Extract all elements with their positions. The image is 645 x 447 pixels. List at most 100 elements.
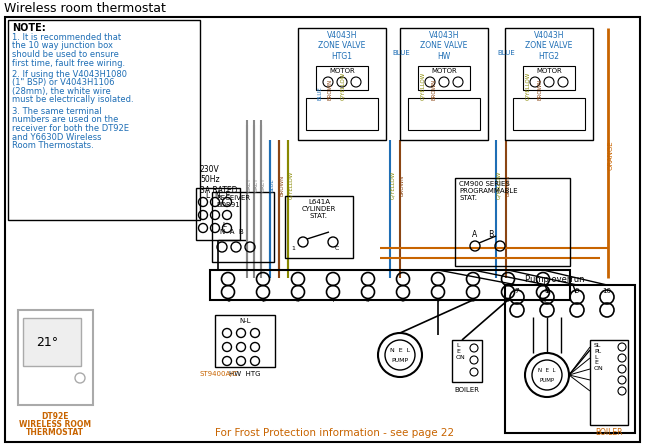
Bar <box>505 285 635 433</box>
Text: first time, fault free wiring.: first time, fault free wiring. <box>12 59 125 67</box>
Bar <box>23 318 81 366</box>
Text: G/YELLOW: G/YELLOW <box>525 72 530 100</box>
Text: 9: 9 <box>506 298 510 303</box>
Bar <box>285 196 353 258</box>
Text: RECEIVER
BDR91: RECEIVER BDR91 <box>216 195 250 208</box>
Text: N  E  L: N E L <box>538 368 556 374</box>
Text: BLUE: BLUE <box>497 50 515 56</box>
Text: numbers are used on the: numbers are used on the <box>12 115 119 125</box>
Text: 3. The same terminal: 3. The same terminal <box>12 107 102 116</box>
Bar <box>400 28 488 140</box>
Bar <box>523 66 575 90</box>
Text: GREY: GREY <box>247 178 252 192</box>
Text: Pump overrun: Pump overrun <box>525 275 584 284</box>
Text: BLUE: BLUE <box>318 86 323 100</box>
Text: V4043H
ZONE VALVE
HTG1: V4043H ZONE VALVE HTG1 <box>319 31 366 61</box>
Text: THERMOSTAT: THERMOSTAT <box>26 428 84 437</box>
Text: N-L: N-L <box>239 318 251 324</box>
Text: BROWN: BROWN <box>400 174 405 196</box>
Text: DT92E: DT92E <box>41 412 69 421</box>
Text: G/YELLOW: G/YELLOW <box>420 72 425 100</box>
Text: BROWN: BROWN <box>279 174 284 196</box>
Text: WIRELESS ROOM: WIRELESS ROOM <box>19 420 91 429</box>
Text: BROWN: BROWN <box>432 79 437 100</box>
Text: N  E  L: N E L <box>390 349 410 354</box>
Text: BROWN: BROWN <box>506 174 511 196</box>
Bar <box>18 310 93 405</box>
Text: GREY: GREY <box>261 178 266 192</box>
Text: A     B: A B <box>472 230 494 239</box>
Text: receiver for both the DT92E: receiver for both the DT92E <box>12 124 129 133</box>
Bar <box>513 98 585 130</box>
Text: N  A  B: N A B <box>220 229 244 235</box>
Text: must be electrically isolated.: must be electrically isolated. <box>12 96 134 105</box>
Bar <box>316 66 368 90</box>
Text: PUMP: PUMP <box>539 379 555 384</box>
Text: 5: 5 <box>366 298 370 303</box>
Text: HW  HTG: HW HTG <box>229 371 261 377</box>
Text: 7: 7 <box>515 288 519 294</box>
Text: 10: 10 <box>539 298 547 303</box>
Text: 2: 2 <box>261 298 265 303</box>
Text: ORANGE: ORANGE <box>608 140 614 170</box>
Bar <box>418 66 470 90</box>
Bar <box>196 188 240 240</box>
Text: should be used to ensure: should be used to ensure <box>12 50 119 59</box>
Text: 1: 1 <box>291 246 295 251</box>
Text: GREY: GREY <box>254 178 259 192</box>
Text: 10: 10 <box>602 288 611 294</box>
Text: 4: 4 <box>331 298 335 303</box>
Text: G/YELLOW: G/YELLOW <box>496 171 501 199</box>
Text: L: L <box>222 222 226 228</box>
Text: G/YELLOW: G/YELLOW <box>340 72 345 100</box>
Text: 9: 9 <box>575 288 579 294</box>
Bar <box>408 98 480 130</box>
Text: L641A
CYLINDER
STAT.: L641A CYLINDER STAT. <box>302 199 336 219</box>
Text: G/YELLOW: G/YELLOW <box>390 171 395 199</box>
Bar <box>210 270 570 300</box>
Text: 21°: 21° <box>36 336 58 349</box>
Text: MOTOR: MOTOR <box>431 68 457 74</box>
Text: BOILER: BOILER <box>455 387 479 393</box>
Text: Wireless room thermostat: Wireless room thermostat <box>4 2 166 15</box>
Bar <box>8 20 200 220</box>
Text: 1: 1 <box>226 298 230 303</box>
Text: V4043H
ZONE VALVE
HW: V4043H ZONE VALVE HW <box>421 31 468 61</box>
Text: 1. It is recommended that: 1. It is recommended that <box>12 33 121 42</box>
Bar <box>215 315 275 367</box>
Text: and Y6630D Wireless: and Y6630D Wireless <box>12 132 101 142</box>
Text: G/YELLOW: G/YELLOW <box>288 171 293 199</box>
Bar <box>298 28 386 140</box>
Bar <box>306 98 378 130</box>
Bar <box>505 28 593 140</box>
Bar <box>212 192 274 262</box>
Text: 3: 3 <box>296 298 300 303</box>
Text: BROWN: BROWN <box>328 79 333 100</box>
Text: 2. If using the V4043H1080: 2. If using the V4043H1080 <box>12 70 127 79</box>
Text: 6: 6 <box>401 298 405 303</box>
Text: MOTOR: MOTOR <box>536 68 562 74</box>
Text: 230V
50Hz
3A RATED: 230V 50Hz 3A RATED <box>200 165 237 195</box>
Text: BLUE: BLUE <box>392 50 410 56</box>
Bar <box>452 340 482 382</box>
Text: CM900 SERIES
PROGRAMMABLE
STAT.: CM900 SERIES PROGRAMMABLE STAT. <box>459 181 518 201</box>
Text: 7: 7 <box>436 298 440 303</box>
Text: (28mm), the white wire: (28mm), the white wire <box>12 87 111 96</box>
Text: 8: 8 <box>471 298 475 303</box>
Text: PUMP: PUMP <box>392 358 408 363</box>
Text: the 10 way junction box: the 10 way junction box <box>12 42 113 51</box>
Text: ST9400A/C: ST9400A/C <box>200 371 239 377</box>
Text: V4043H
ZONE VALVE
HTG2: V4043H ZONE VALVE HTG2 <box>525 31 573 61</box>
Text: BLUE: BLUE <box>270 178 275 192</box>
Text: L  N  E: L N E <box>206 191 230 200</box>
Text: NOTE:: NOTE: <box>12 23 46 33</box>
Text: SL
PL
L
E
ON: SL PL L E ON <box>594 343 604 371</box>
Text: BROWN: BROWN <box>537 79 542 100</box>
Text: (1" BSP) or V4043H1106: (1" BSP) or V4043H1106 <box>12 79 115 88</box>
Bar <box>590 340 628 425</box>
Text: L
E
ON: L E ON <box>456 343 466 359</box>
Text: For Frost Protection information - see page 22: For Frost Protection information - see p… <box>215 428 454 438</box>
Text: C: C <box>335 246 339 251</box>
Bar <box>455 178 570 266</box>
Text: Room Thermostats.: Room Thermostats. <box>12 141 94 150</box>
